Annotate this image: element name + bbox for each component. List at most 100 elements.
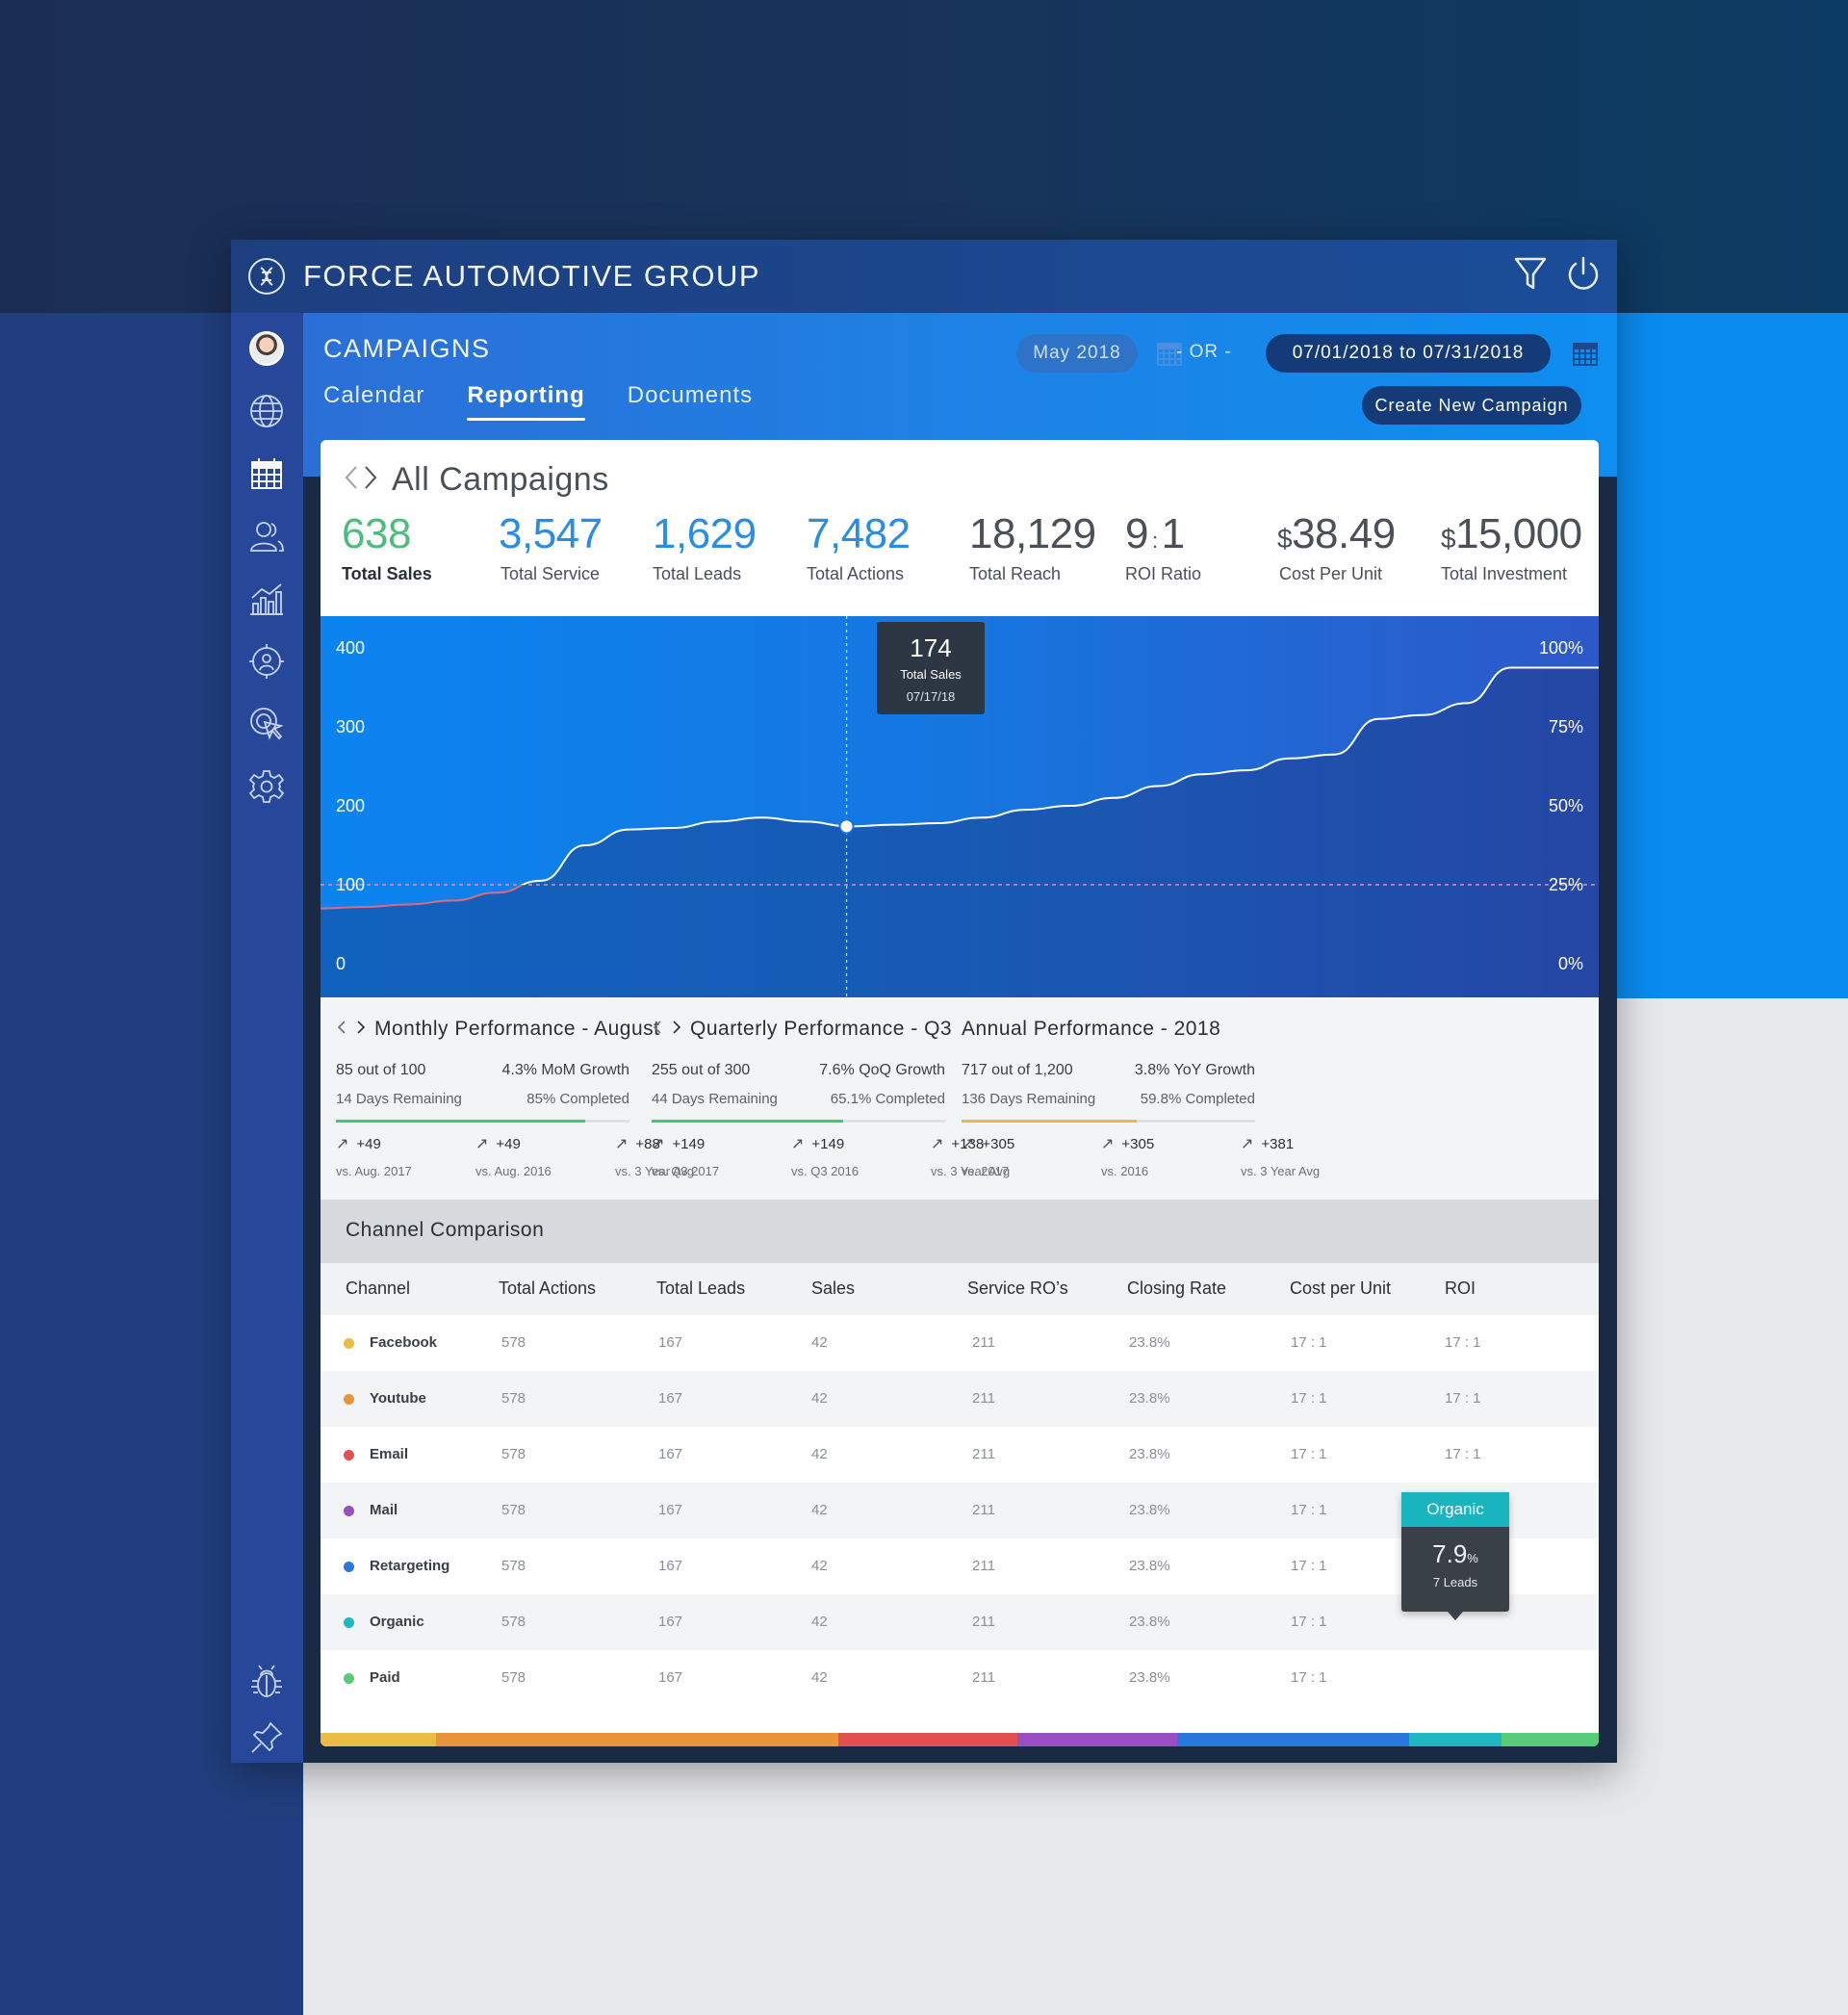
tab-calendar[interactable]: Calendar <box>323 382 425 408</box>
column-header[interactable]: Total Actions <box>499 1279 597 1298</box>
channel-color-dot <box>344 1450 354 1460</box>
table-cell: 23.8% <box>1129 1334 1170 1351</box>
organic-tooltip: Organic 7.9% 7 Leads <box>1401 1492 1509 1620</box>
chart-tooltip-label: Total Sales <box>900 667 962 682</box>
table-cell: 42 <box>811 1669 828 1686</box>
month-calendar-icon[interactable] <box>1156 340 1183 372</box>
users-icon[interactable] <box>246 516 287 556</box>
stat-value: 1,629 <box>653 510 757 557</box>
chart-tooltip-date: 07/17/18 <box>906 689 956 704</box>
channel-name: Paid <box>370 1669 400 1686</box>
cursor-search-icon[interactable] <box>246 704 287 744</box>
color-bar-segment <box>1176 1733 1410 1746</box>
campaign-card: All Campaigns 638 Total Sales 3,547 Tota… <box>321 440 1599 1746</box>
channel-name: Mail <box>370 1502 398 1518</box>
color-bar-segment <box>435 1733 838 1746</box>
table-cell: 23.8% <box>1129 1502 1170 1518</box>
section-title: CAMPAIGNS <box>323 334 491 363</box>
table-cell: 23.8% <box>1129 1614 1170 1630</box>
range-calendar-icon[interactable] <box>1572 340 1599 372</box>
column-header[interactable]: ROI <box>1445 1279 1476 1298</box>
pin-icon[interactable] <box>246 1718 287 1758</box>
gear-icon[interactable] <box>246 766 287 807</box>
stat-label: Total Investment <box>1441 564 1568 583</box>
create-campaign-button[interactable]: Create New Campaign <box>1362 386 1581 425</box>
table-cell: 211 <box>972 1669 995 1686</box>
tab-reporting[interactable]: Reporting <box>467 382 586 421</box>
table-cell: 578 <box>501 1390 526 1407</box>
tooltip-value: 7.9% <box>1432 1539 1478 1568</box>
next-arrow-icon[interactable] <box>355 1018 367 1041</box>
column-header[interactable]: Closing Rate <box>1127 1279 1227 1298</box>
column-header[interactable]: Sales <box>811 1279 856 1298</box>
prev-arrow-icon[interactable] <box>336 1018 347 1041</box>
next-arrow-icon[interactable] <box>671 1018 682 1041</box>
table-cell: 211 <box>972 1334 995 1351</box>
series-line <box>520 666 1599 885</box>
table-cell: 17 : 1 <box>1445 1390 1481 1407</box>
stat-total-sales: 638 Total Sales <box>342 510 432 584</box>
channel-color-dot <box>344 1673 354 1684</box>
filter-icon[interactable] <box>1513 255 1548 298</box>
logo-icon <box>248 258 285 295</box>
target-icon[interactable] <box>246 641 287 682</box>
table-cell: 42 <box>811 1614 828 1630</box>
table-cell: 17 : 1 <box>1291 1334 1327 1351</box>
y-left-tick: 400 <box>336 638 365 658</box>
table-cell: 17 : 1 <box>1291 1390 1327 1407</box>
prev-arrow-icon[interactable] <box>652 1018 663 1041</box>
table-row[interactable]: Youtube 578 167 42 211 23.8% 17 : 1 17 : 1 <box>321 1371 1599 1427</box>
column-header[interactable]: Service RO’s <box>967 1279 1068 1298</box>
table-row[interactable]: Facebook 578 167 42 211 23.8% 17 : 1 17 : 1 <box>321 1315 1599 1371</box>
performance-title: Monthly Performance - August <box>336 1018 659 1041</box>
user-avatar[interactable] <box>246 328 287 369</box>
analytics-icon[interactable] <box>246 579 287 619</box>
performance-block: Annual Performance - 2018 717 out of 1,20… <box>962 997 1358 1200</box>
table-cell: 167 <box>658 1558 683 1574</box>
hover-point <box>838 818 855 835</box>
y-left-tick: 0 <box>336 954 346 973</box>
table-cell: 578 <box>501 1334 526 1351</box>
globe-icon[interactable] <box>246 391 287 431</box>
color-bar-segment <box>1502 1733 1599 1746</box>
table-cell: 42 <box>811 1502 828 1518</box>
chart-tooltip: 174 Total Sales 07/17/18 <box>877 622 985 714</box>
table-cell: 42 <box>811 1446 828 1462</box>
stat-label: Total Service <box>500 564 601 583</box>
company-name: FORCE AUTOMOTIVE GROUP <box>303 259 761 293</box>
column-header[interactable]: Channel <box>346 1279 411 1298</box>
table-cell: 23.8% <box>1129 1669 1170 1686</box>
table-cell: 578 <box>501 1502 526 1518</box>
performance-panel: Monthly Performance - August 85 out of 10… <box>321 997 1599 1200</box>
channel-name: Youtube <box>370 1390 426 1407</box>
performance-title: Quarterly Performance - Q3 <box>652 1018 952 1041</box>
table-cell: 211 <box>972 1390 995 1407</box>
tab-documents[interactable]: Documents <box>627 382 754 408</box>
table-cell: 211 <box>972 1502 995 1518</box>
background-right <box>1617 313 1848 998</box>
stat-value: 7,482 <box>807 510 911 557</box>
date-range-selector[interactable]: 07/01/2018 to 07/31/2018 <box>1266 334 1551 373</box>
or-separator: - OR - <box>1176 342 1232 362</box>
next-arrow-icon[interactable] <box>361 463 380 497</box>
table-row[interactable]: Organic 578 167 42 211 23.8% 17 : 1 <box>321 1594 1599 1650</box>
prev-arrow-icon[interactable] <box>342 463 361 497</box>
stat-value: 3,547 <box>499 510 603 557</box>
table-row[interactable]: Paid 578 167 42 211 23.8% 17 : 1 <box>321 1650 1599 1706</box>
y-right-tick: 75% <box>1549 717 1583 736</box>
power-icon[interactable] <box>1564 255 1603 298</box>
table-cell: 17 : 1 <box>1445 1334 1481 1351</box>
column-header[interactable]: Cost per Unit <box>1290 1279 1392 1298</box>
stat-label: Cost Per Unit <box>1279 564 1383 583</box>
column-header[interactable]: Total Leads <box>656 1279 746 1298</box>
month-selector[interactable]: May 2018 <box>1016 334 1138 373</box>
bug-icon[interactable] <box>246 1662 287 1702</box>
calendar-icon[interactable] <box>246 453 287 494</box>
table-cell: 167 <box>658 1390 683 1407</box>
table-row[interactable]: Email 578 167 42 211 23.8% 17 : 1 17 : 1 <box>321 1427 1599 1483</box>
performance-counts: 255 out of 300 7.6% QoQ Growth <box>652 1062 945 1078</box>
performance-remaining: 136 Days Remaining 59.8% Completed <box>962 1091 1255 1107</box>
